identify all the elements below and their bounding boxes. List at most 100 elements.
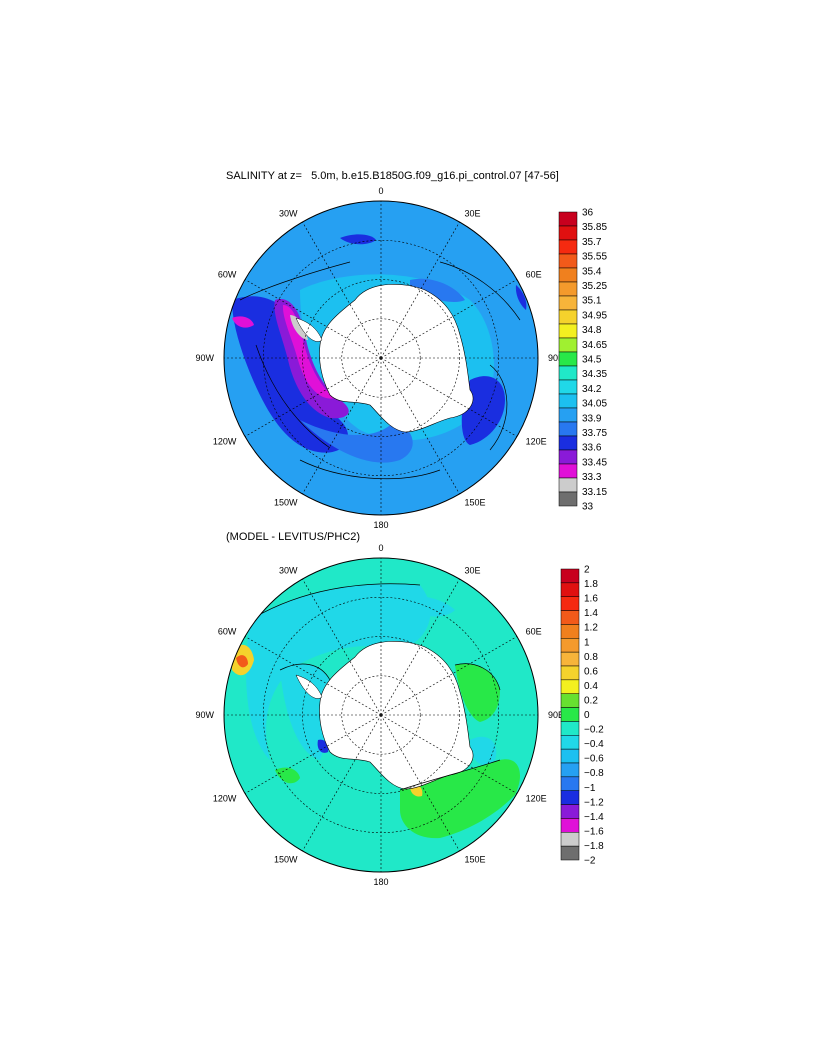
colorbar-swatch <box>560 804 580 819</box>
difference-contour-line <box>279 663 331 681</box>
colorbar-label: −0.8 <box>584 768 604 779</box>
colorbar-label: 34.2 <box>582 384 602 395</box>
colorbar-label: 33.15 <box>582 487 607 498</box>
colorbar-label: −1.2 <box>584 797 604 808</box>
difference-contour-line <box>249 583 421 621</box>
colorbar-swatch <box>558 295 578 311</box>
colorbar-label: 1 <box>584 637 590 648</box>
colorbar-label: −2 <box>584 856 596 867</box>
latitude-circle <box>302 636 460 794</box>
colorbar-label: 35.25 <box>582 281 607 292</box>
colorbar-swatch <box>558 477 578 493</box>
colorbar-label: 34.95 <box>582 310 607 321</box>
salinity-contour-line <box>489 364 508 451</box>
longitude-label: 150W <box>274 498 298 508</box>
colorbar-swatch <box>560 776 580 791</box>
longitude-label: 30W <box>279 565 298 575</box>
colorbar-label: 33.45 <box>582 457 607 468</box>
colorbar-label: 1.4 <box>584 608 598 619</box>
colorbar-swatch <box>558 253 578 269</box>
colorbar-label: −1.6 <box>584 826 604 837</box>
longitude-label: 180 <box>373 877 388 887</box>
difference-map-border <box>223 557 539 873</box>
colorbar-swatch <box>560 568 580 584</box>
colorbar-swatch <box>560 679 580 694</box>
colorbar-swatch <box>560 845 580 861</box>
colorbar-swatch <box>558 267 578 283</box>
colorbar-label: 34.05 <box>582 399 607 410</box>
colorbar-swatch <box>560 665 580 681</box>
longitude-label: 90E <box>548 353 564 363</box>
difference-positive-region-east <box>455 663 500 722</box>
colorbar-label: 35.4 <box>582 266 602 277</box>
colorbar-swatch <box>558 211 578 227</box>
longitude-label: 150W <box>274 855 298 865</box>
colorbar-swatch <box>558 491 578 507</box>
salinity-magenta-edge-patch <box>232 316 254 328</box>
colorbar-swatch <box>558 323 578 339</box>
colorbar-swatch <box>558 393 578 409</box>
colorbar-swatch <box>558 421 578 437</box>
colorbar-swatch <box>558 435 578 451</box>
longitude-label: 90W <box>195 353 214 363</box>
difference-positive-region-southeast <box>400 759 520 839</box>
colorbar-swatch <box>558 281 578 297</box>
salinity-antarctica-landmass <box>319 284 474 433</box>
difference-contour-line <box>454 663 501 691</box>
longitude-label: 30W <box>279 208 298 218</box>
salinity-low-plume-east <box>461 376 505 445</box>
colorbar-label: 35.1 <box>582 296 602 307</box>
colorbar-label: 1.6 <box>584 594 598 605</box>
colorbar-swatch <box>560 748 580 764</box>
salinity-low-patch-north <box>340 234 376 245</box>
colorbar-label: 35.55 <box>582 252 607 263</box>
colorbar-label: 35.85 <box>582 222 607 233</box>
colorbar-label: 35.7 <box>582 237 602 248</box>
colorbar-swatch <box>560 735 580 750</box>
colorbar-swatch <box>560 693 580 708</box>
salinity-colorbar: 36 35.85 35.7 35.55 35.4 35.25 35.1 34.95 34.8 34… <box>558 208 607 513</box>
colorbar-swatch <box>558 449 578 465</box>
colorbar-swatch <box>558 351 578 367</box>
salinity-contour-line <box>299 459 441 480</box>
salinity-contour-line <box>439 261 521 321</box>
longitude-label: 180 <box>373 520 388 530</box>
colorbar-label: 34.65 <box>582 340 607 351</box>
longitude-label: 150E <box>465 498 486 508</box>
longitude-label: 60W <box>218 627 237 637</box>
salinity-contour-line <box>239 261 351 301</box>
colorbar-swatch <box>558 225 578 241</box>
difference-colorbar: 2 1.8 1.6 1.4 1.2 1 0.8 0.6 0.4 0.2 0 −0.2 −0.4 −0.6 −… <box>560 565 604 867</box>
salinity-map-title: SALINITY at z= 5.0m, b.e15.B1850G.f09_g1… <box>226 170 559 182</box>
colorbar-swatch <box>560 596 580 611</box>
colorbar-swatch <box>560 818 580 833</box>
colorbar-swatch <box>560 651 580 667</box>
difference-graticule <box>224 558 538 872</box>
colorbar-label: 33 <box>582 502 594 513</box>
difference-negative-band-west <box>246 583 431 760</box>
colorbar-swatch <box>560 624 580 639</box>
longitude-label: 90W <box>195 710 214 720</box>
colorbar-label: 0.6 <box>584 666 598 677</box>
difference-map-title: (MODEL - LEVITUS/PHC2) <box>226 531 361 543</box>
colorbar-label: −0.6 <box>584 754 604 765</box>
salinity-medium-region-south <box>300 420 413 463</box>
difference-peninsula <box>295 674 323 699</box>
colorbar-swatch <box>560 638 580 653</box>
difference-antarctica-landmass <box>319 641 474 790</box>
longitude-label: 60E <box>526 627 542 637</box>
colorbar-label: 33.6 <box>582 443 602 454</box>
colorbar-swatch <box>558 337 578 353</box>
longitude-label: 120E <box>526 437 547 447</box>
colorbar-swatch <box>560 832 580 847</box>
salinity-gray-patch <box>290 315 308 340</box>
latitude-circle <box>341 675 421 755</box>
difference-contour-line <box>399 759 501 791</box>
salinity-low-plume-west <box>232 296 349 453</box>
colorbar-swatch <box>558 407 578 423</box>
colorbar-swatch <box>558 365 578 381</box>
colorbar-label: 34.35 <box>582 369 607 380</box>
colorbar-label: 1.8 <box>584 579 598 590</box>
colorbar-swatch <box>560 707 580 722</box>
